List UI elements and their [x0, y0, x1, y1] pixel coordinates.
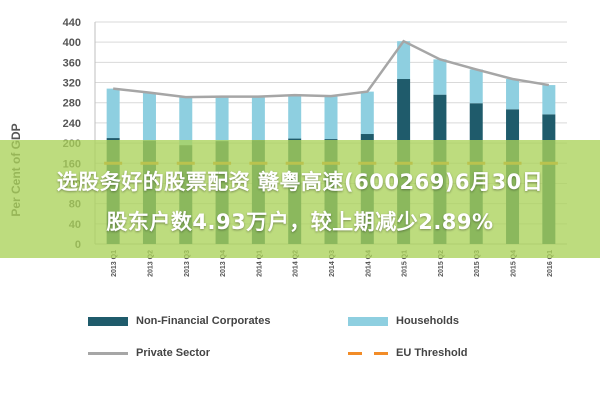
legend-swatch-eu-threshold	[348, 352, 388, 355]
bar-households	[361, 92, 374, 134]
legend-swatch-households	[348, 317, 388, 326]
legend-item-households: Households	[348, 315, 459, 327]
bar-households	[216, 97, 229, 141]
legend-label-corporates: Non-Financial Corporates	[136, 315, 270, 327]
legend-label-eu-threshold: EU Threshold	[396, 347, 468, 359]
legend-swatch-corporates	[88, 317, 128, 326]
bar-households	[325, 96, 338, 139]
bar-households	[288, 95, 301, 138]
legend-label-households: Households	[396, 315, 459, 327]
legend-label-private-sector: Private Sector	[136, 347, 210, 359]
headline-line-1: 选股务好的股票配资 赣粤高速(600269)6月30日	[0, 166, 600, 196]
bar-households	[252, 97, 265, 140]
y-tick-label: 320	[63, 78, 81, 90]
y-tick-label: 360	[63, 57, 81, 69]
legend: Non-Financial Corporates Households Priv…	[78, 313, 558, 373]
y-tick-label: 240	[63, 118, 81, 130]
legend-swatch-private-sector	[88, 352, 128, 355]
headline-banner: 选股务好的股票配资 赣粤高速(600269)6月30日 股东户数4.93万户，较…	[0, 140, 600, 258]
legend-item-corporates: Non-Financial Corporates	[88, 315, 270, 327]
bar-households	[433, 59, 446, 94]
bar-households	[143, 93, 156, 141]
bar-households	[506, 79, 519, 109]
bar-households	[470, 69, 483, 103]
y-tick-label: 400	[63, 37, 81, 49]
bar-households	[179, 97, 192, 145]
y-tick-label: 440	[63, 17, 81, 29]
headline-line-2: 股东户数4.93万户，较上期减少2.89%	[0, 206, 600, 236]
legend-item-eu-threshold: EU Threshold	[348, 347, 468, 359]
legend-item-private-sector: Private Sector	[88, 347, 210, 359]
line-private-sector	[113, 41, 549, 97]
bar-households	[542, 85, 555, 114]
y-tick-label: 280	[63, 98, 81, 110]
bar-households	[107, 89, 120, 138]
